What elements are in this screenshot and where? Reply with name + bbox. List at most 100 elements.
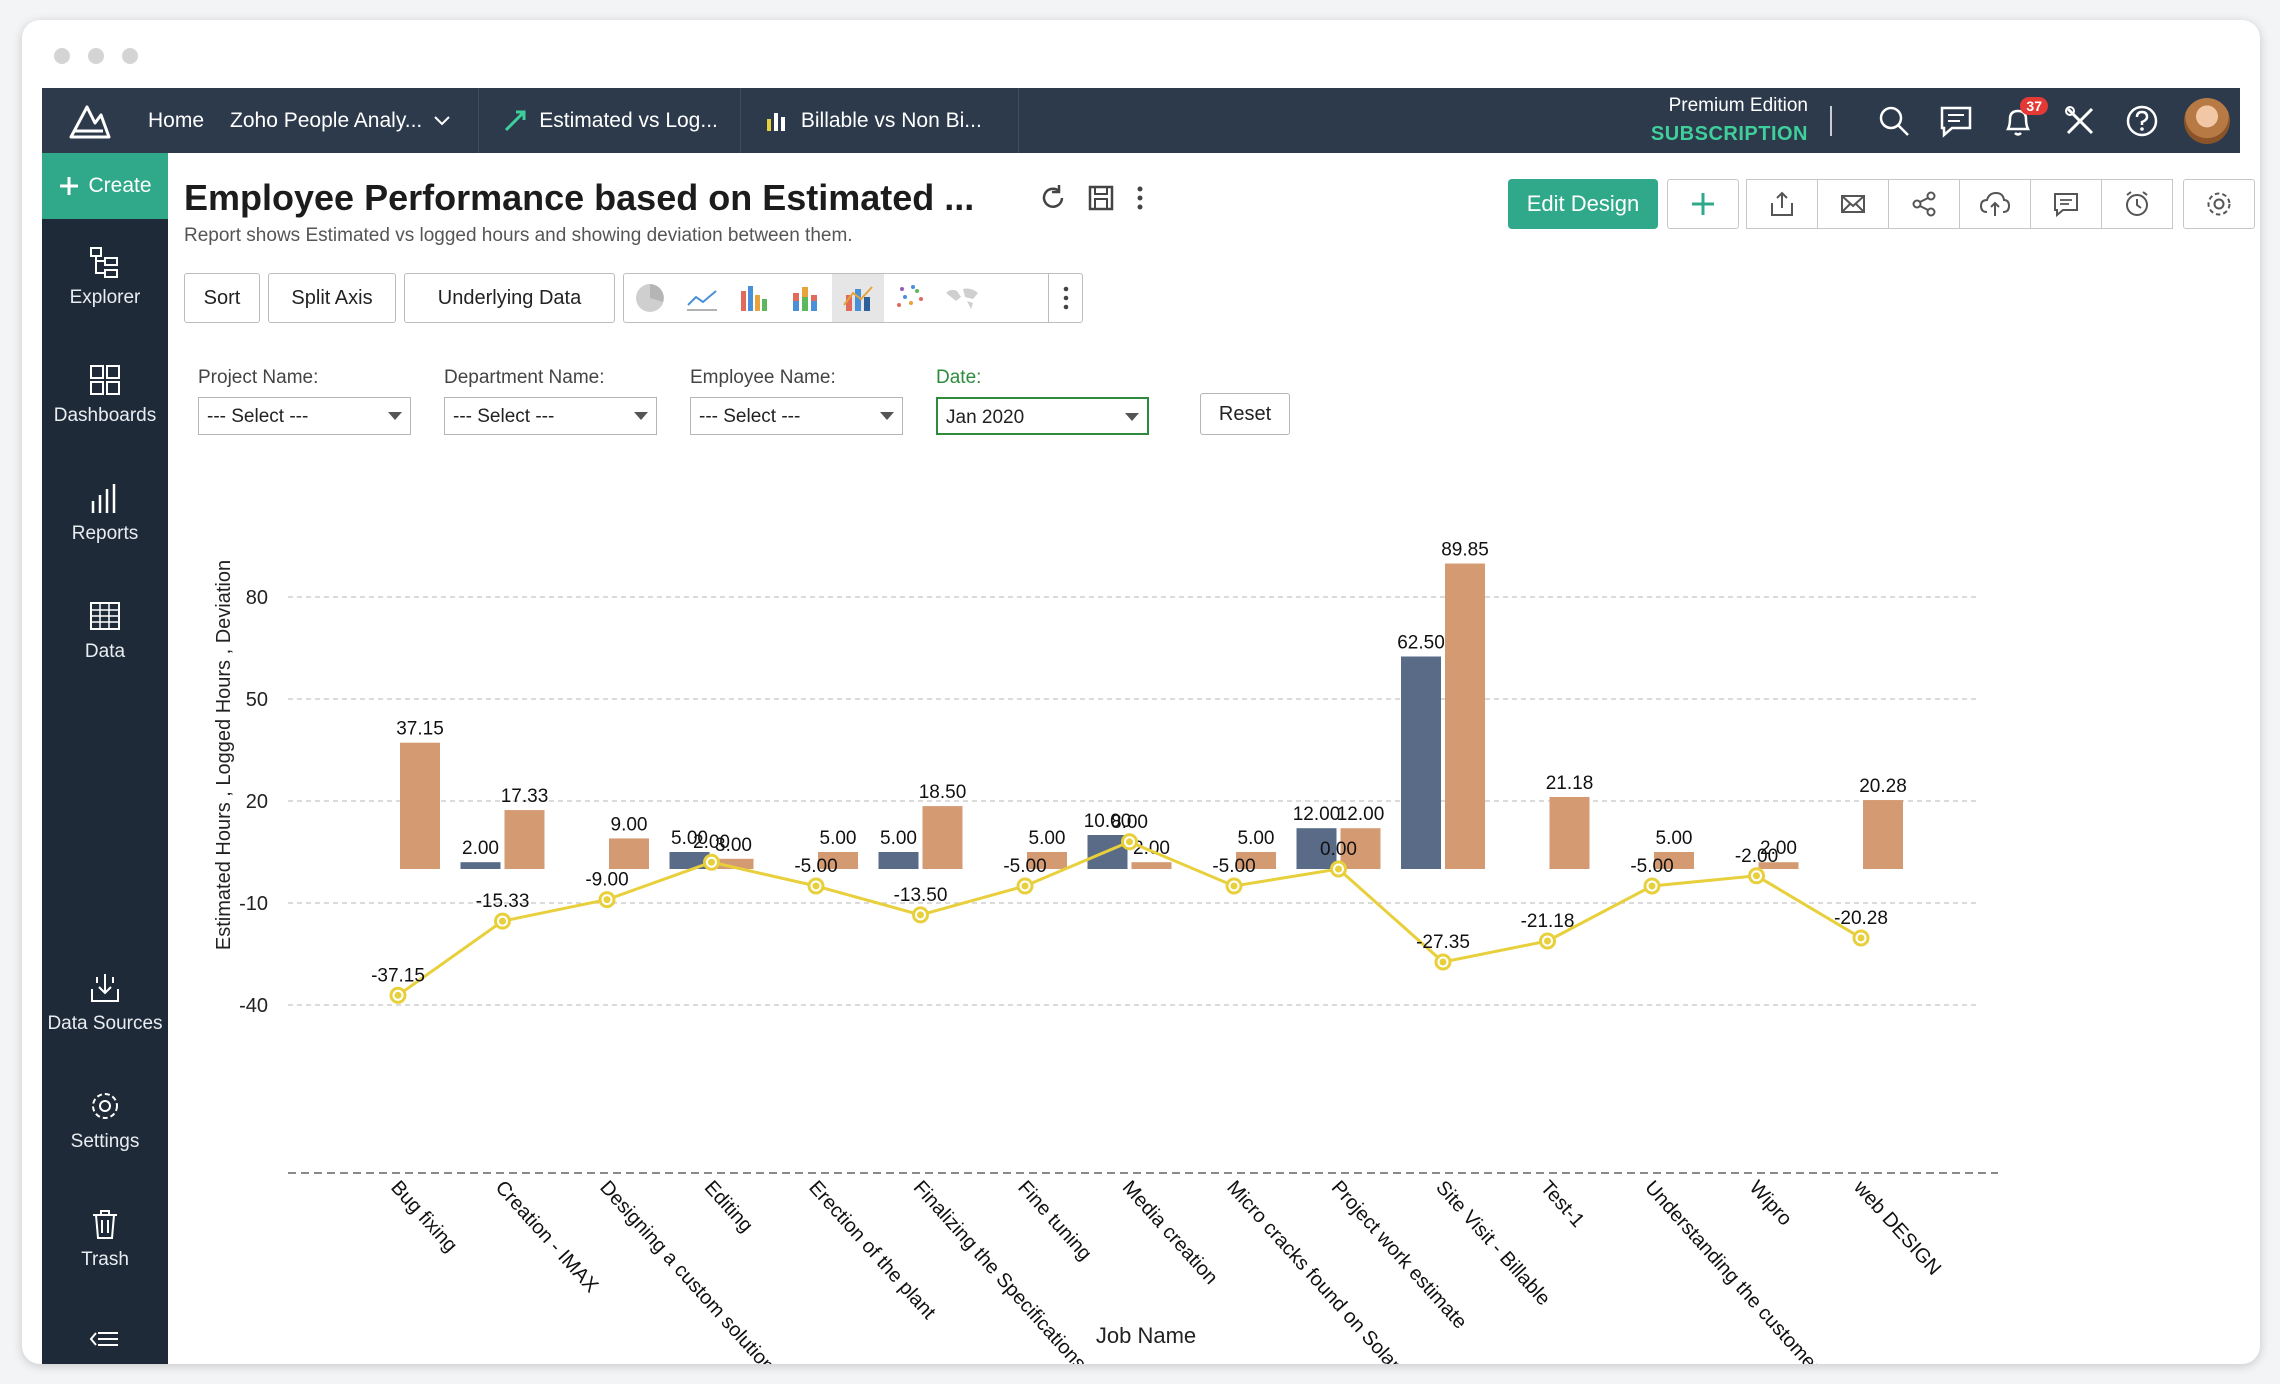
export-button[interactable] (1746, 179, 1818, 229)
line-chart-type-icon[interactable] (676, 274, 728, 322)
tab-label: Estimated vs Log... (539, 108, 718, 132)
add-button[interactable] (1667, 179, 1739, 229)
deviation-data-label: -5.00 (1630, 856, 1673, 877)
map-chart-type-icon[interactable] (936, 274, 988, 322)
notification-bell-icon[interactable]: 37 (2000, 96, 2048, 139)
x-axis-title: Job Name (1096, 1323, 1196, 1348)
subscription-link[interactable]: SUBSCRIPTION (1650, 123, 1808, 145)
project-filter-select[interactable]: --- Select --- (198, 397, 411, 435)
sidebar-item-settings[interactable]: Settings (42, 1089, 168, 1153)
workspace-name: Zoho People Analy... (230, 108, 423, 132)
tab-label: Billable vs Non Bi... (800, 108, 982, 132)
close-dot[interactable] (54, 48, 70, 64)
window-controls (54, 48, 138, 64)
chevron-down-icon (434, 115, 450, 125)
mail-icon (1841, 195, 1865, 213)
sidebar-label: Dashboards (53, 405, 157, 426)
date-filter-select[interactable]: Jan 2020 (936, 397, 1149, 435)
logged-data-label: 21.18 (1546, 773, 1594, 794)
logged-data-label: 12.00 (1337, 804, 1385, 825)
collapse-sidebar-icon[interactable] (42, 1329, 168, 1357)
sidebar-item-trash[interactable]: Trash (42, 1207, 168, 1271)
comment-button[interactable] (2030, 179, 2102, 229)
zoho-analytics-logo-icon[interactable] (42, 88, 136, 153)
user-avatar[interactable] (2184, 98, 2230, 144)
edition-info[interactable]: Premium Edition SUBSCRIPTION (1651, 88, 1808, 153)
tools-icon[interactable] (2062, 103, 2098, 139)
share-button[interactable] (1888, 179, 1960, 229)
deviation-data-label: -37.15 (371, 965, 425, 986)
feedback-icon[interactable] (1938, 103, 1974, 139)
sidebar-item-dashboards[interactable]: Dashboards (42, 363, 168, 427)
deviation-point-inner (1648, 882, 1656, 890)
deviation-point-inner (394, 991, 402, 999)
create-button[interactable]: Create (42, 153, 168, 219)
split-axis-button[interactable]: Split Axis (268, 273, 396, 323)
home-link[interactable]: Home (148, 108, 205, 132)
stacked-bar-chart-type-icon[interactable] (780, 274, 832, 322)
combo-chart-type-icon[interactable] (832, 274, 884, 322)
estimated-data-label: 62.50 (1397, 633, 1445, 654)
edit-design-button[interactable]: Edit Design (1508, 179, 1658, 229)
logged-data-label: 5.00 (1029, 828, 1066, 849)
comment-icon (2054, 193, 2078, 218)
bar-chart-type-icon[interactable] (728, 274, 780, 322)
deviation-data-label: 0.00 (1320, 839, 1357, 860)
sidebar-item-data-sources[interactable]: Data Sources (42, 971, 168, 1035)
logged-data-label: 2.00 (1760, 838, 1797, 859)
logged-bar (1027, 852, 1067, 869)
sidebar-item-data[interactable]: Data (42, 599, 168, 663)
maximize-dot[interactable] (122, 48, 138, 64)
tab-billable-vs-non-billable[interactable]: Billable vs Non Bi... (739, 88, 1019, 153)
tab-estimated-vs-logged[interactable]: Estimated vs Log... (478, 88, 740, 153)
logged-bar (1131, 862, 1172, 869)
sort-button[interactable]: Sort (184, 273, 260, 323)
settings-icon (92, 1093, 118, 1119)
report-toolbar (1667, 179, 2255, 229)
workspace-dropdown[interactable]: Zoho People Analy... (220, 109, 460, 133)
y-tick-label: 50 (246, 689, 268, 711)
refresh-icon[interactable] (1038, 183, 1068, 213)
publish-button[interactable] (1959, 179, 2031, 229)
deviation-point-inner (1230, 882, 1238, 890)
select-value: --- Select --- (453, 406, 555, 427)
logged-data-label: 3.00 (715, 835, 752, 856)
data-sources-icon (91, 974, 119, 1002)
deviation-data-label: -2.00 (1735, 846, 1778, 867)
y-tick-label: -40 (239, 995, 268, 1017)
y-tick-label: 20 (246, 791, 268, 813)
scatter-chart-type-icon[interactable] (884, 274, 936, 322)
report-area: Employee Performance based on Estimated … (168, 153, 2255, 1364)
sidebar-label: Settings (70, 1131, 140, 1152)
reset-button[interactable]: Reset (1200, 393, 1290, 435)
estimated-data-label: 10.00 (1084, 811, 1132, 832)
top-navigation-bar: Home Zoho People Analy... Estimated vs L… (42, 88, 2240, 153)
schedule-button[interactable] (2101, 179, 2173, 229)
employee-filter-select[interactable]: --- Select --- (690, 397, 903, 435)
sidebar-item-reports[interactable]: Reports (42, 481, 168, 545)
logged-data-label: 89.85 (1441, 540, 1489, 561)
logged-bar (1445, 563, 1485, 869)
title-actions (1038, 183, 1146, 213)
settings-button[interactable] (2183, 179, 2255, 229)
project-filter-label: Project Name: (198, 367, 319, 388)
search-icon[interactable] (1876, 103, 1912, 139)
help-icon[interactable] (2124, 103, 2160, 139)
x-tick-label: Creation - IMAX (491, 1177, 603, 1297)
deviation-data-label: -27.35 (1416, 932, 1470, 953)
email-button[interactable] (1817, 179, 1889, 229)
more-vertical-icon[interactable] (1134, 183, 1146, 213)
underlying-data-button[interactable]: Underlying Data (404, 273, 615, 323)
department-filter-select[interactable]: --- Select --- (444, 397, 657, 435)
page-title: Employee Performance based on Estimated … (184, 177, 975, 218)
minimize-dot[interactable] (88, 48, 104, 64)
x-tick-label: Media creation (1118, 1177, 1222, 1289)
more-chart-types-icon[interactable] (1048, 274, 1082, 322)
deviation-data-label: -5.00 (1212, 856, 1255, 877)
logged-data-label: 5.00 (1238, 828, 1275, 849)
pie-chart-type-icon[interactable] (624, 274, 676, 322)
save-icon[interactable] (1086, 183, 1116, 213)
logged-data-label: 18.50 (919, 782, 967, 803)
sidebar-item-explorer[interactable]: Explorer (42, 245, 168, 309)
estimated-bar (1401, 656, 1441, 869)
